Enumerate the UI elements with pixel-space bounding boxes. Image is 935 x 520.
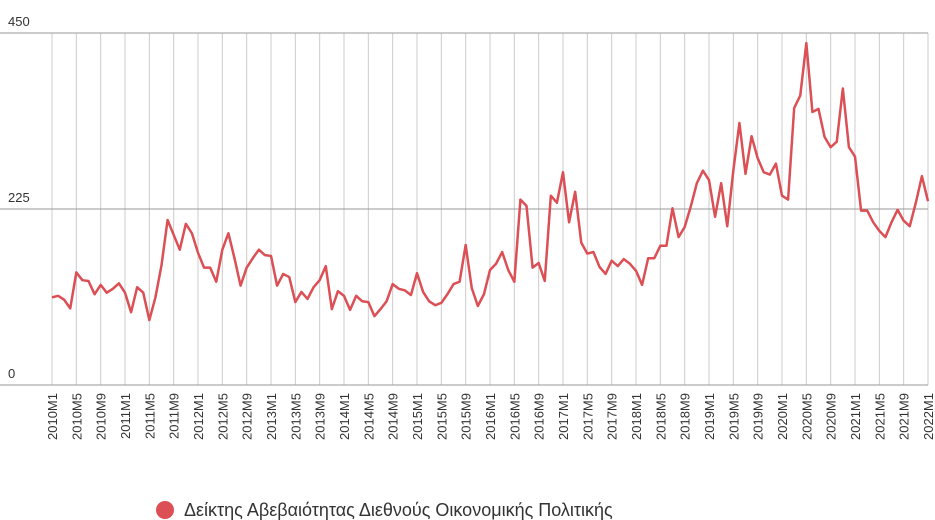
x-tick-label: 2019M5 (726, 393, 741, 440)
x-tick-label: 2013M1 (264, 393, 279, 440)
x-tick-label: 2020M5 (799, 393, 814, 440)
x-tick-label: 2021M1 (848, 393, 863, 440)
x-tick-label: 2010M9 (94, 393, 109, 440)
legend-marker (156, 501, 174, 519)
x-tick-label: 2019M9 (751, 393, 766, 440)
x-tick-label: 2021M5 (872, 393, 887, 440)
x-tick-label: 2014M9 (386, 393, 401, 440)
x-tick-label: 2016M1 (483, 393, 498, 440)
x-tick-label: 2013M5 (288, 393, 303, 440)
legend-label: Δείκτης Αβεβαιότητας Διεθνούς Οικονομική… (184, 500, 613, 520)
y-tick-label: 450 (8, 14, 30, 29)
x-tick-label: 2011M5 (142, 393, 157, 439)
x-tick-label: 2012M1 (191, 393, 206, 440)
x-tick-label: 2014M5 (361, 393, 376, 440)
x-tick-label: 2017M9 (605, 393, 620, 440)
x-tick-label: 2021M9 (897, 393, 912, 440)
y-tick-label: 0 (8, 366, 15, 381)
x-tick-label: 2012M9 (240, 393, 255, 440)
x-tick-label: 2015M9 (459, 393, 474, 440)
x-tick-label: 2018M5 (653, 393, 668, 440)
x-tick-label: 2017M1 (556, 393, 571, 440)
x-tick-label: 2022M1 (921, 393, 935, 440)
x-tick-label: 2015M1 (410, 393, 425, 440)
x-tick-label: 2012M5 (215, 393, 230, 440)
x-tick-label: 2018M9 (678, 393, 693, 440)
x-tick-label: 2016M9 (532, 393, 547, 440)
x-tick-label: 2020M9 (824, 393, 839, 440)
x-tick-label: 2020M1 (775, 393, 790, 440)
y-tick-label: 225 (8, 190, 30, 205)
x-tick-label: 2010M1 (45, 393, 60, 440)
x-tick-label: 2016M5 (507, 393, 522, 440)
x-tick-label: 2010M5 (69, 393, 84, 440)
x-tick-label: 2015M5 (434, 393, 449, 440)
x-tick-label: 2018M1 (629, 393, 644, 440)
x-tick-label: 2017M5 (580, 393, 595, 440)
series-line (51, 41, 930, 322)
x-tick-label: 2014M1 (337, 393, 352, 440)
x-tick-label: 2019M1 (702, 393, 717, 440)
x-tick-label: 2013M9 (313, 393, 328, 440)
x-tick-label: 2011M9 (167, 393, 182, 439)
x-tick-label: 2011M1 (118, 393, 133, 439)
